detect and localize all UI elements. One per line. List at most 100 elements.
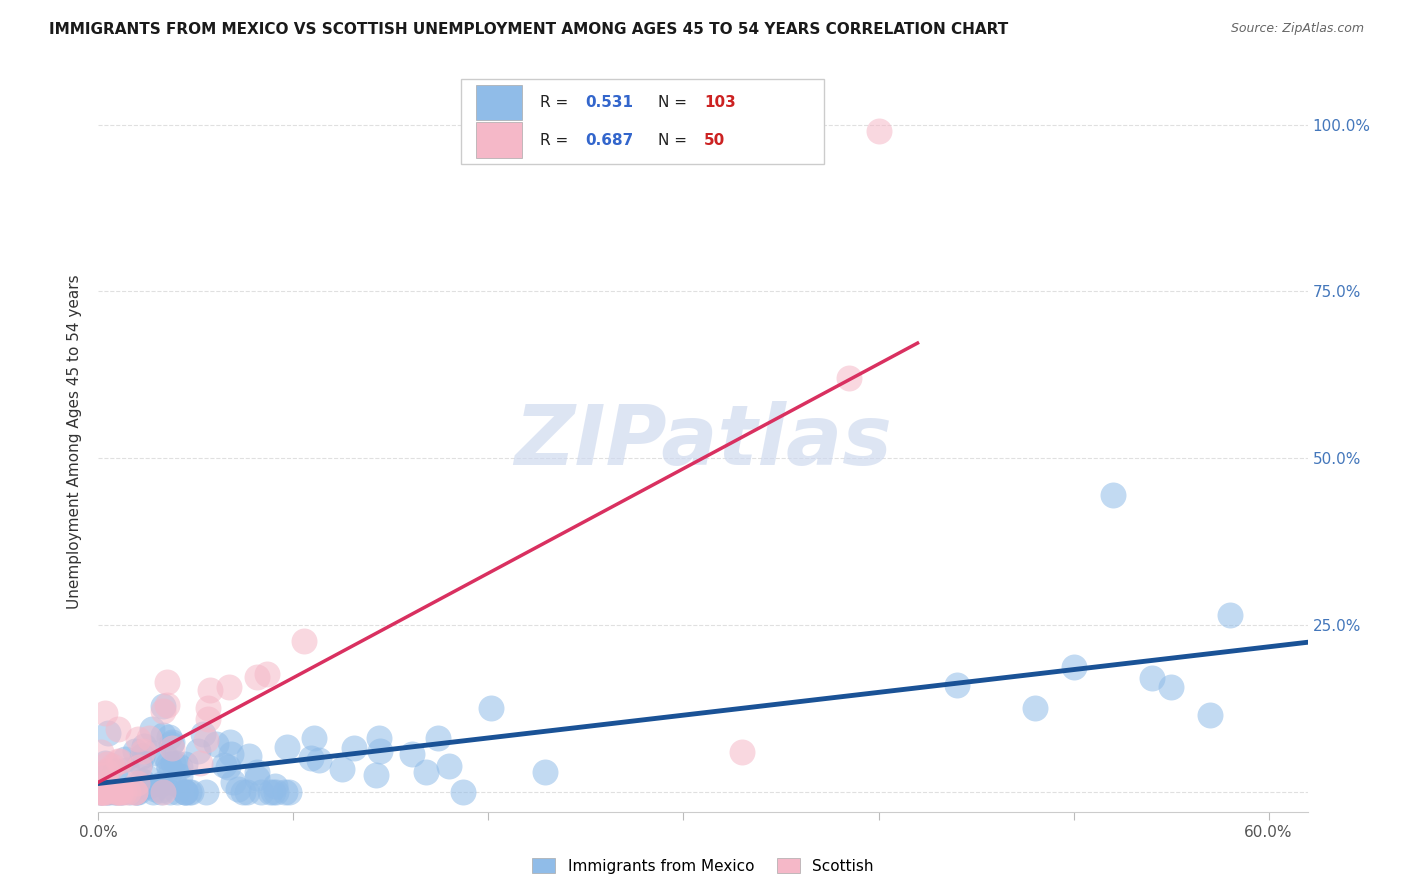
Point bbox=[221, 747, 243, 761]
Point bbox=[162, 756, 184, 770]
Text: 103: 103 bbox=[704, 95, 735, 110]
Point bbox=[1063, 660, 1085, 674]
Text: N =: N = bbox=[658, 95, 692, 110]
Point bbox=[222, 775, 245, 789]
Point bbox=[160, 737, 183, 751]
FancyBboxPatch shape bbox=[475, 122, 522, 158]
Point bbox=[131, 773, 153, 788]
Point bbox=[129, 756, 152, 770]
Point bbox=[107, 754, 129, 768]
Point bbox=[263, 779, 285, 793]
Point bbox=[150, 785, 173, 799]
Point bbox=[127, 731, 149, 746]
Point bbox=[107, 722, 129, 736]
Point bbox=[217, 760, 239, 774]
Point bbox=[96, 757, 118, 772]
Point bbox=[219, 735, 242, 749]
Point bbox=[157, 731, 180, 745]
Point bbox=[125, 785, 148, 799]
Point bbox=[104, 785, 127, 799]
Point bbox=[96, 764, 118, 779]
Point bbox=[731, 745, 754, 759]
Point bbox=[218, 680, 240, 694]
Point bbox=[91, 771, 114, 785]
Point bbox=[90, 784, 112, 798]
Point bbox=[94, 756, 117, 770]
Point bbox=[166, 785, 188, 799]
Point bbox=[132, 744, 155, 758]
Point bbox=[160, 740, 183, 755]
Point bbox=[110, 785, 132, 799]
Text: 0.531: 0.531 bbox=[586, 95, 634, 110]
Point bbox=[364, 768, 387, 782]
Point bbox=[90, 785, 112, 799]
Point bbox=[125, 785, 148, 799]
Point bbox=[278, 785, 301, 799]
Point bbox=[1024, 701, 1046, 715]
Point bbox=[101, 759, 124, 773]
Point bbox=[368, 731, 391, 745]
Point bbox=[174, 756, 197, 771]
Point bbox=[193, 727, 215, 741]
Point bbox=[180, 785, 202, 799]
Point bbox=[90, 768, 112, 782]
Point bbox=[96, 785, 118, 799]
Point bbox=[1199, 707, 1222, 722]
Point bbox=[245, 772, 267, 786]
Text: R =: R = bbox=[540, 133, 572, 147]
Point bbox=[104, 785, 127, 799]
Point bbox=[98, 785, 121, 799]
Point bbox=[1140, 671, 1163, 685]
Point bbox=[96, 775, 118, 789]
Point bbox=[138, 731, 160, 745]
Point bbox=[232, 785, 254, 799]
Point bbox=[197, 701, 219, 715]
Point bbox=[308, 753, 330, 767]
Point bbox=[194, 785, 217, 799]
Point bbox=[156, 756, 179, 771]
Point bbox=[138, 780, 160, 794]
Text: Source: ZipAtlas.com: Source: ZipAtlas.com bbox=[1230, 22, 1364, 36]
Y-axis label: Unemployment Among Ages 45 to 54 years: Unemployment Among Ages 45 to 54 years bbox=[67, 274, 83, 609]
Point bbox=[152, 728, 174, 742]
Point bbox=[111, 785, 134, 799]
Point bbox=[159, 763, 181, 777]
Point bbox=[332, 762, 354, 776]
Point bbox=[112, 785, 135, 799]
Point bbox=[534, 764, 557, 779]
Text: 0.687: 0.687 bbox=[586, 133, 634, 147]
Text: 50: 50 bbox=[704, 133, 725, 147]
Point bbox=[117, 785, 139, 799]
Point bbox=[273, 785, 295, 799]
Point bbox=[250, 785, 273, 799]
Point bbox=[169, 760, 191, 774]
Point bbox=[90, 745, 112, 759]
Text: N =: N = bbox=[658, 133, 692, 147]
Point bbox=[187, 744, 209, 758]
Point bbox=[128, 760, 150, 774]
Point bbox=[236, 785, 259, 799]
Point bbox=[1219, 607, 1241, 622]
Point bbox=[134, 739, 156, 754]
Point bbox=[108, 785, 131, 799]
Point bbox=[197, 712, 219, 726]
Point bbox=[174, 785, 197, 799]
Point bbox=[163, 775, 186, 789]
Point bbox=[160, 735, 183, 749]
Point bbox=[401, 747, 423, 761]
Point bbox=[107, 785, 129, 799]
Point bbox=[451, 785, 474, 799]
Point bbox=[93, 785, 115, 799]
Point bbox=[868, 124, 890, 138]
Point bbox=[190, 756, 212, 771]
Point bbox=[152, 704, 174, 718]
Text: R =: R = bbox=[540, 95, 572, 110]
Point bbox=[1160, 680, 1182, 694]
Point bbox=[205, 737, 228, 751]
Point bbox=[302, 731, 325, 746]
Point bbox=[156, 698, 179, 712]
Point bbox=[165, 756, 187, 770]
Point bbox=[264, 785, 287, 799]
Point bbox=[259, 785, 281, 799]
Point bbox=[131, 780, 153, 794]
